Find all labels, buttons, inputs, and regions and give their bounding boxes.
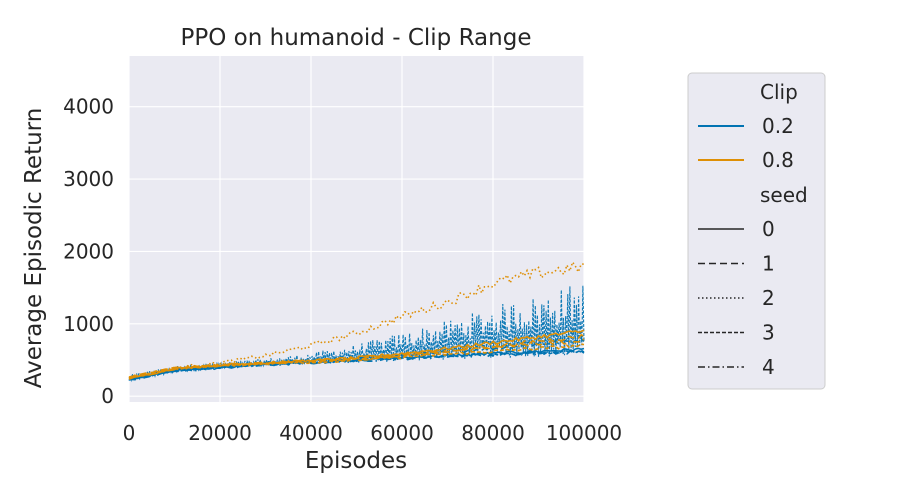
x-axis-label: Episodes: [305, 448, 407, 474]
x-tick-label: 0: [123, 421, 136, 445]
y-tick-label: 2000: [63, 239, 114, 263]
series-lines: [128, 260, 585, 381]
x-tick-label: 40000: [279, 421, 343, 445]
y-tick-label: 0: [101, 384, 114, 408]
legend-hue-title: Clip: [760, 80, 798, 104]
legend-label-seed-2: 2: [762, 286, 775, 310]
legend-label-seed-3: 3: [762, 321, 775, 345]
legend-label-seed-1: 1: [762, 252, 775, 276]
series-clip-0.8-seed-4: [128, 338, 585, 378]
x-tick-label: 60000: [370, 421, 434, 445]
legend-box: [687, 72, 826, 390]
legend-style-title: seed: [760, 183, 808, 207]
y-axis-label: Average Episodic Return: [21, 108, 47, 389]
y-tick-labels: 0 1000 2000 3000 4000: [63, 95, 114, 409]
legend-label-clip-0.8: 0.8: [762, 148, 794, 172]
grid: [128, 56, 585, 402]
series-clip-0.8-seed-2: [128, 260, 585, 379]
x-tick-label: 80000: [461, 421, 525, 445]
legend-label-clip-0.2: 0.2: [762, 114, 794, 138]
chart-title: PPO on humanoid - Clip Range: [181, 25, 532, 51]
legend-label-seed-4: 4: [762, 355, 775, 379]
legend-label-seed-0: 0: [762, 217, 775, 241]
y-tick-label: 4000: [63, 95, 114, 119]
x-tick-label: 20000: [188, 421, 252, 445]
legend: Clip 0.2 0.8 seed 0 1 2 3 4: [687, 72, 826, 390]
y-tick-label: 1000: [63, 312, 114, 336]
x-tick-label: 100000: [546, 421, 622, 445]
x-tick-labels: 0 20000 40000 60000 80000 100000: [123, 421, 623, 445]
y-tick-label: 3000: [63, 167, 114, 191]
